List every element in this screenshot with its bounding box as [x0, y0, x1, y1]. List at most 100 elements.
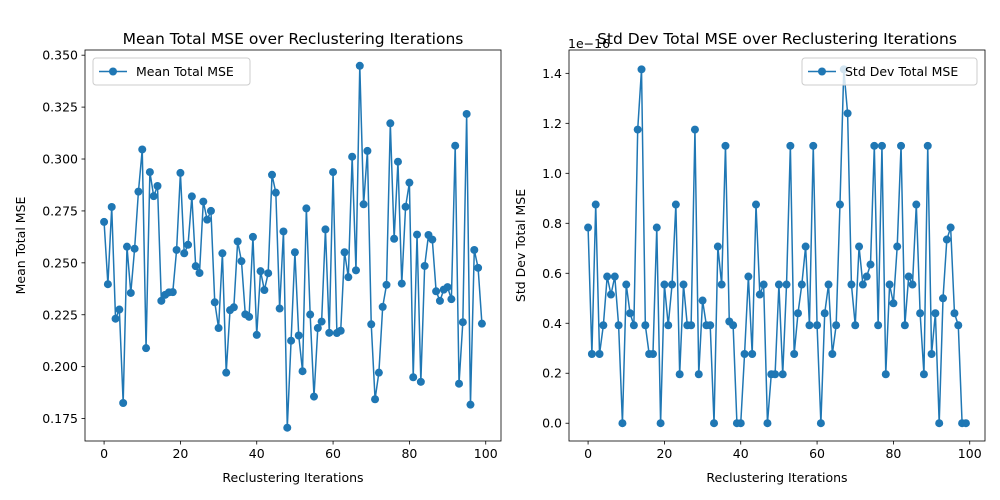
data-point: [721, 141, 730, 150]
legend: Mean Total MSE: [92, 57, 251, 86]
data-point: [797, 280, 806, 289]
data-point: [755, 290, 764, 299]
y-tick-label: 1.4: [542, 66, 562, 81]
data-point: [214, 324, 223, 333]
data-point: [679, 280, 688, 289]
std-mse-chart: Std Dev Total MSE over Reclustering Iter…: [513, 30, 986, 485]
data-point: [294, 331, 303, 340]
x-tick-label: 40: [733, 446, 749, 461]
data-point: [908, 280, 917, 289]
data-point: [142, 344, 151, 353]
data-point: [115, 305, 124, 314]
y-axis-label: Mean Total MSE: [13, 196, 28, 294]
data-point: [195, 269, 204, 278]
data-point: [428, 235, 437, 244]
data-point: [302, 204, 311, 213]
data-point: [111, 314, 120, 323]
data-point: [690, 125, 699, 134]
data-point: [168, 288, 177, 297]
data-point: [748, 350, 757, 359]
data-point: [832, 321, 841, 330]
data-point: [904, 272, 913, 281]
data-point: [855, 242, 864, 251]
data-point: [862, 272, 871, 281]
data-point: [843, 109, 852, 118]
plot-frame: [568, 49, 986, 442]
data-point: [919, 370, 928, 379]
data-point: [656, 419, 665, 428]
data-point: [752, 200, 761, 209]
data-point: [637, 65, 646, 74]
data-point: [413, 230, 422, 239]
series-line: [103, 65, 483, 429]
data-point: [744, 272, 753, 281]
data-point: [847, 280, 856, 289]
x-tick-label: 80: [885, 446, 901, 461]
y-tick-label: 0.250: [42, 255, 78, 270]
data-point: [927, 350, 936, 359]
data-point: [866, 260, 875, 269]
data-point: [279, 227, 288, 236]
data-point: [103, 280, 112, 289]
legend-marker-icon: [109, 67, 117, 76]
data-point: [633, 125, 642, 134]
x-tick-label: 40: [249, 446, 265, 461]
data-point: [271, 188, 280, 197]
data-point: [801, 242, 810, 251]
data-point: [359, 200, 368, 209]
data-point: [275, 304, 284, 313]
data-point: [283, 423, 292, 432]
data-point: [671, 200, 680, 209]
data-point: [885, 280, 894, 289]
x-tick-label: 60: [325, 446, 341, 461]
series-line: [587, 68, 966, 424]
data-point: [694, 370, 703, 379]
data-point: [153, 182, 162, 191]
data-point: [931, 309, 940, 318]
data-point: [820, 309, 829, 318]
data-point: [237, 257, 246, 266]
data-point: [946, 223, 955, 232]
data-point: [889, 299, 898, 308]
data-point: [474, 263, 483, 272]
data-point: [652, 223, 661, 232]
data-point: [371, 395, 380, 404]
data-point: [348, 152, 357, 161]
data-point: [675, 370, 684, 379]
data-point: [961, 419, 970, 428]
legend-marker-icon: [818, 67, 826, 76]
data-point: [435, 296, 444, 305]
data-point: [858, 280, 867, 289]
data-point: [771, 370, 780, 379]
x-tick-label: 100: [958, 446, 982, 461]
x-tick-label: 20: [172, 446, 188, 461]
data-point: [477, 319, 486, 328]
y-tick-label: 1.2: [542, 116, 562, 131]
data-point: [786, 141, 795, 150]
y-tick-label: 0.350: [42, 48, 78, 63]
data-point: [664, 321, 673, 330]
data-point: [260, 286, 269, 295]
data-point: [813, 321, 822, 330]
data-point: [793, 309, 802, 318]
data-point: [317, 317, 326, 326]
data-point: [606, 290, 615, 299]
data-point: [340, 248, 349, 257]
data-point: [713, 242, 722, 251]
data-point: [321, 225, 330, 234]
data-point: [923, 141, 932, 150]
legend-box: [92, 57, 251, 86]
data-point: [897, 141, 906, 150]
chart-title: Std Dev Total MSE over Reclustering Iter…: [597, 30, 957, 48]
data-point: [443, 283, 452, 292]
data-point: [107, 202, 116, 211]
data-point: [157, 296, 166, 305]
x-tick-label: 0: [584, 446, 592, 461]
data-point: [252, 330, 261, 339]
data-point: [595, 350, 604, 359]
data-point: [344, 273, 353, 282]
data-point: [268, 170, 277, 179]
data-point: [870, 141, 879, 150]
data-point: [778, 370, 787, 379]
data-point: [199, 197, 208, 206]
